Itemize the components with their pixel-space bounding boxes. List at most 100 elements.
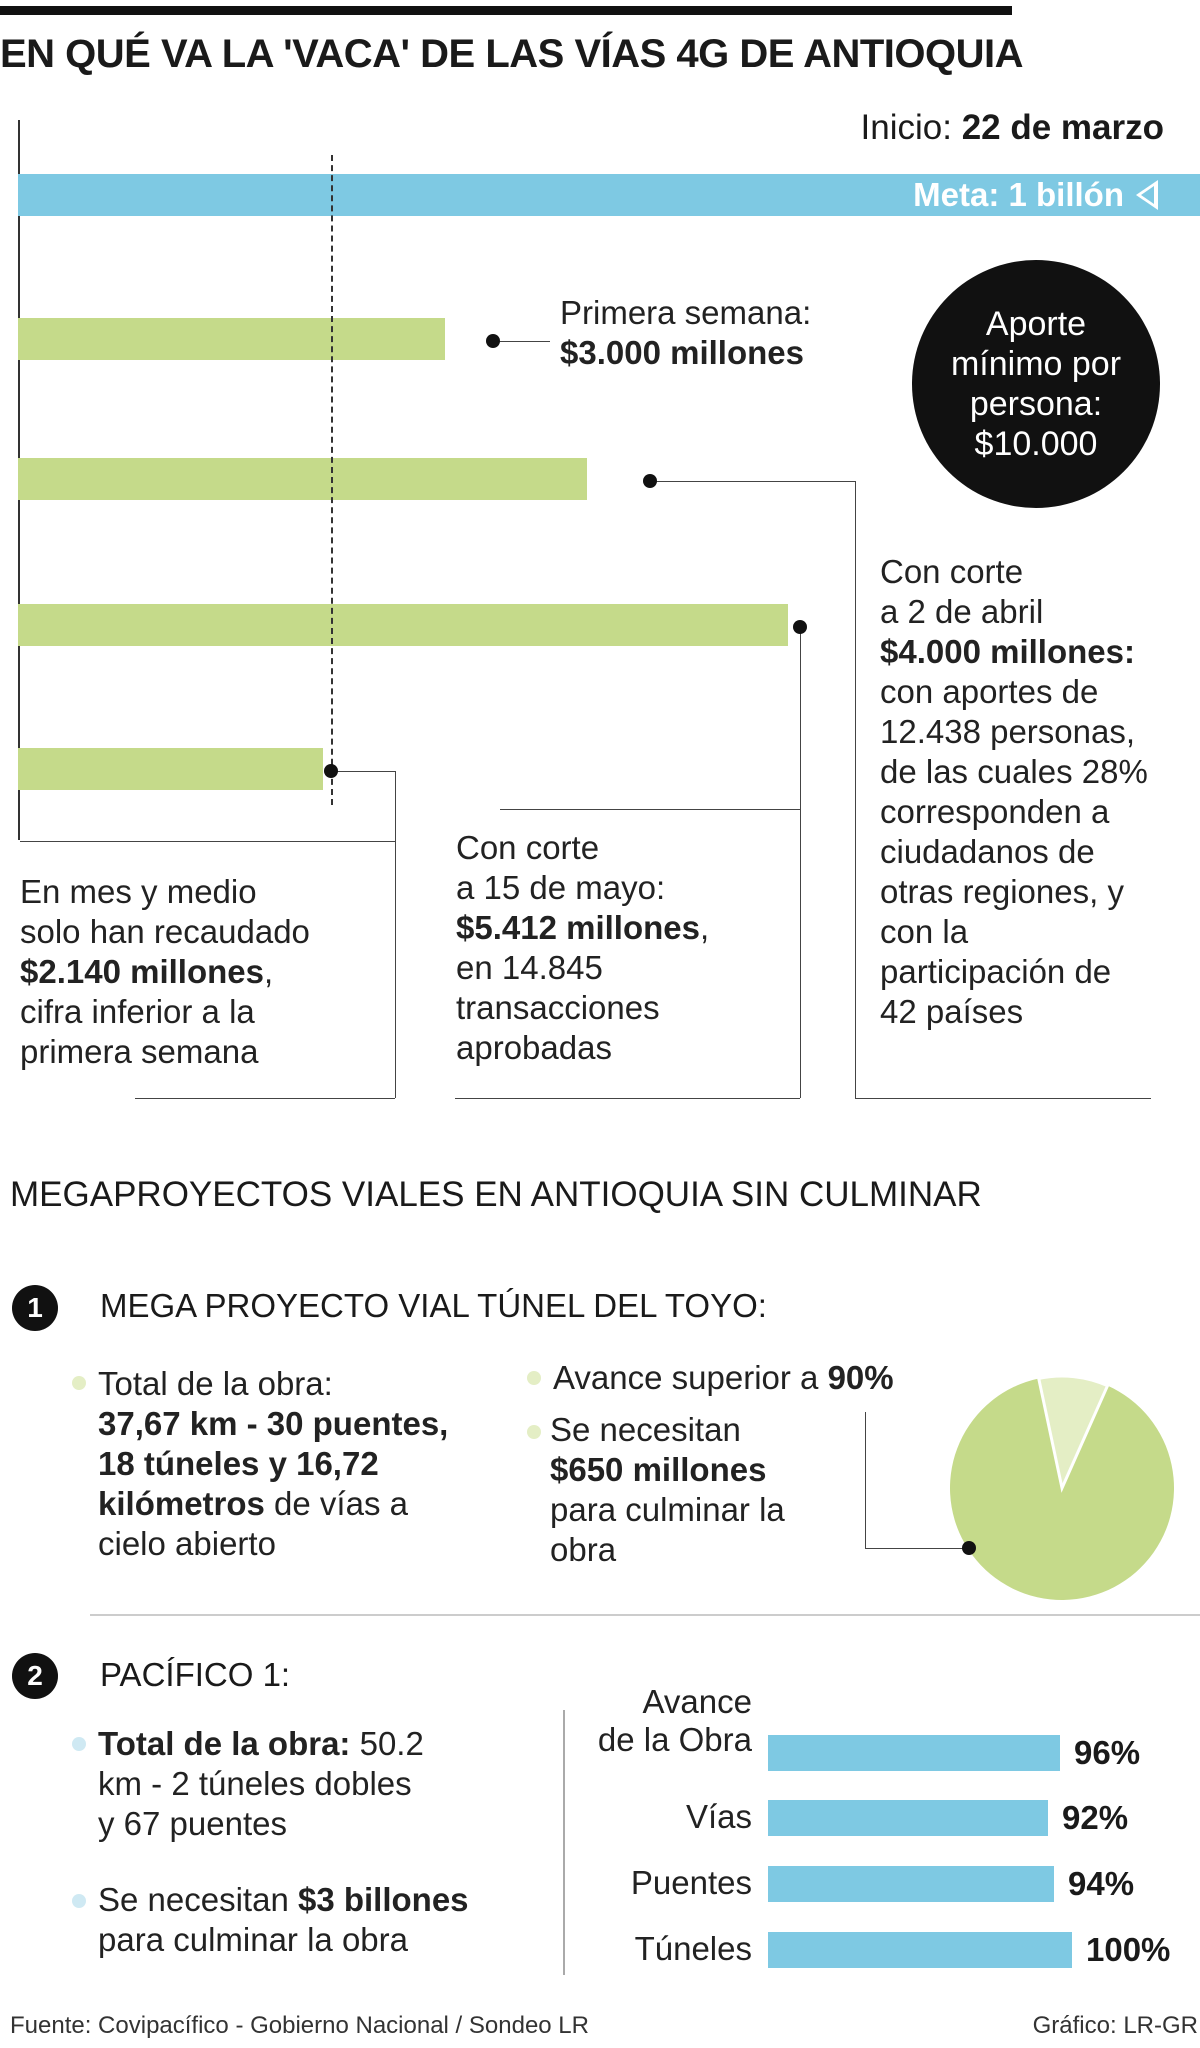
bullet-dot (527, 1371, 541, 1385)
fundraising-bar (18, 748, 323, 790)
annotation-value: $3.000 millones (560, 334, 804, 371)
progress-value-label: 94% (1068, 1865, 1135, 1902)
project2-total-line: km - 2 túneles dobles (98, 1765, 412, 1802)
infographic-title: EN QUÉ VA LA 'VACA' DE LAS VÍAS 4G DE AN… (0, 32, 1024, 76)
project-number-badge: 1 (12, 1285, 58, 1331)
section-separator (90, 1614, 1200, 1616)
annotation-line: cifra inferior a la (20, 993, 255, 1030)
project1-total-rest: de vías a (264, 1485, 408, 1522)
project1-total: Total de la obra: 37,67 km - 30 puentes,… (98, 1364, 448, 1564)
project2-need-value: $3 billones (297, 1881, 469, 1918)
badge-line: mínimo por (950, 345, 1122, 383)
fundraising-bar (18, 604, 788, 646)
project2-total-line: y 67 puentes (98, 1805, 287, 1842)
progress-bar (768, 1800, 1048, 1836)
progress-category-label: Túneles (634, 1930, 752, 1967)
connector-actual-v (395, 771, 396, 1098)
project1-need-value: $650 millones (550, 1451, 767, 1488)
minimum-contribution-badge: Aporte mínimo por persona: $10.000 (912, 260, 1160, 508)
connector-actual-h (331, 771, 395, 772)
annotation-line: ciudadanos de (880, 833, 1095, 870)
connector-actual-top (20, 841, 395, 842)
annotation-line: aprobadas (456, 1029, 612, 1066)
annotation-mayo: Con corte a 15 de mayo: $5.412 millones,… (456, 828, 709, 1068)
section-title: MEGAPROYECTOS VIALES EN ANTIOQUIA SIN CU… (10, 1175, 982, 1214)
pie-connector-h (865, 1548, 969, 1549)
connector-abril-h (650, 481, 855, 482)
goal-bar (18, 174, 1200, 216)
annotation-line: En mes y medio (20, 873, 257, 910)
project2-name: PACÍFICO 1: (100, 1656, 291, 1693)
current-level-dashed-line (331, 155, 333, 805)
annotation-suffix: , (699, 909, 710, 946)
start-date-label: Inicio: (860, 108, 952, 147)
project1-avance-value: 90% (827, 1359, 894, 1396)
project1-need: Se necesitan $650 millones para culminar… (550, 1410, 785, 1570)
annotation-value: $4.000 millones: (880, 633, 1135, 670)
progress-bar (768, 1866, 1054, 1902)
connector-primera (493, 341, 550, 342)
progress-category-label: Vías (685, 1798, 752, 1835)
annotation-line: en 14.845 (456, 949, 603, 986)
progress-category-label: Avance de la Obra (597, 1683, 752, 1758)
project1-total-label: Total de la obra: (98, 1365, 333, 1402)
annotation-primera: Primera semana: $3.000 millones (560, 293, 811, 373)
annotation-line: Primera semana: (560, 294, 812, 331)
connector-mayo-h (500, 809, 800, 810)
project2-total-value: 50.2 (350, 1725, 424, 1762)
connector-actual-base (135, 1098, 395, 1099)
project1-avance-label: Avance superior a (553, 1359, 828, 1396)
progress-category-label: Puentes (630, 1864, 752, 1901)
chevron-inner (1141, 186, 1154, 204)
pie-connector-v (865, 1412, 866, 1548)
project1-need-line: para culminar la (550, 1491, 785, 1528)
annotation-line: solo han recaudado (20, 913, 310, 950)
annotation-line: con la (880, 913, 969, 950)
annotation-actual: En mes y medio solo han recaudado $2.140… (20, 872, 310, 1072)
connector-abril-v (855, 481, 856, 1098)
annotation-line: corresponden a (880, 793, 1110, 830)
project2-need: Se necesitan $3 billones para culminar l… (98, 1880, 469, 1960)
project2-total: Total de la obra: 50.2 km - 2 túneles do… (98, 1724, 424, 1844)
project-number-badge: 2 (12, 1653, 58, 1699)
annotation-value: $2.140 millones (20, 953, 264, 990)
project1-name: MEGA PROYECTO VIAL TÚNEL DEL TOYO: (100, 1287, 767, 1324)
start-date-value: 22 de marzo (961, 108, 1164, 147)
start-date: Inicio: 22 de marzo (861, 108, 1164, 148)
bar-end-dot-actual (324, 764, 338, 778)
badge-line: $10.000 (974, 425, 1098, 463)
annotation-line: a 15 de mayo: (456, 869, 666, 906)
annotation-abril: Con corte a 2 de abril $4.000 millones: … (880, 552, 1148, 1032)
fundraising-bar (18, 318, 445, 360)
annotation-suffix: , (263, 953, 274, 990)
progress-bar (768, 1932, 1072, 1968)
goal-label: Meta: 1 billón (913, 176, 1124, 213)
connector-abril-base (855, 1098, 1151, 1099)
project1-total-bold: kilómetros (98, 1485, 265, 1522)
project1-total-rest: cielo abierto (98, 1525, 276, 1562)
annotation-line: participación de (880, 953, 1112, 990)
project2-need-line: para culminar la obra (98, 1921, 408, 1958)
credit-note: Gráfico: LR-GR (1032, 2012, 1198, 2039)
project1-total-bold: 37,67 km - 30 puentes, (98, 1405, 449, 1442)
source-note: Fuente: Covipacífico - Gobierno Nacional… (10, 2012, 589, 2039)
bullet-dot (72, 1376, 86, 1390)
progress-bar (768, 1735, 1060, 1771)
fundraising-bar (18, 458, 587, 500)
bar-end-dot-primera (486, 334, 500, 348)
project1-need-line: obra (550, 1531, 617, 1568)
annotation-value: $5.412 millones (456, 909, 700, 946)
annotation-line: de las cuales 28% (880, 753, 1148, 790)
progress-pie-chart (950, 1374, 1175, 1601)
column-separator (563, 1710, 565, 1975)
project2-need-label: Se necesitan (98, 1881, 298, 1918)
pie-slice-restante (1036, 1374, 1110, 1493)
badge-line: Aporte (985, 305, 1087, 343)
bar-end-dot-mayo (793, 620, 807, 634)
bullet-dot (527, 1425, 541, 1439)
annotation-line: Con corte (456, 829, 600, 866)
connector-mayo-v (800, 627, 801, 1098)
bullet-dot (72, 1737, 86, 1751)
annotation-line: 12.438 personas, (880, 713, 1136, 750)
progress-value-label: 100% (1086, 1931, 1171, 1968)
